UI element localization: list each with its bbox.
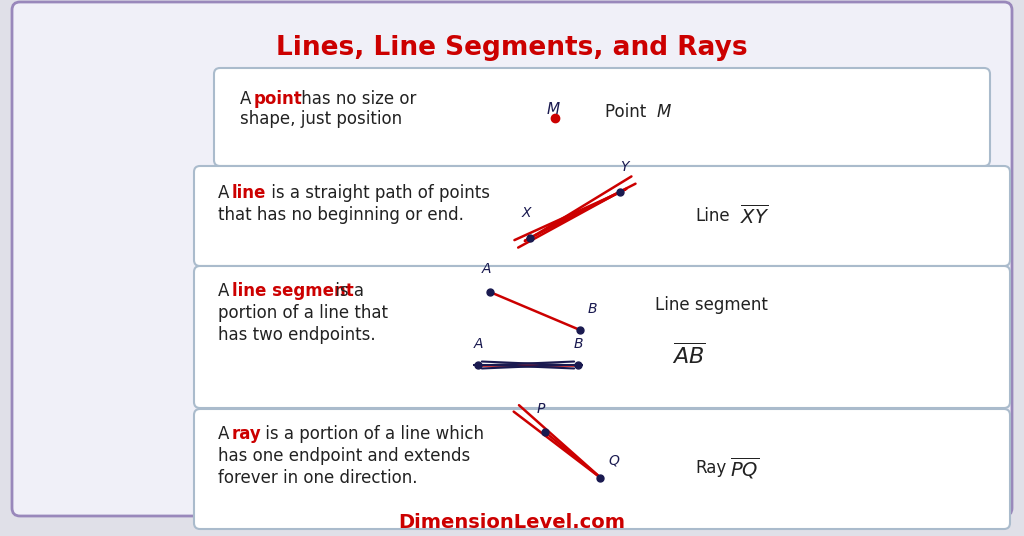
Text: $\overline{XY}$: $\overline{XY}$	[740, 204, 769, 228]
Text: line: line	[232, 184, 266, 202]
Text: Q: Q	[608, 454, 618, 468]
Text: A: A	[218, 282, 234, 300]
Text: is a straight path of points: is a straight path of points	[266, 184, 490, 202]
Text: M: M	[547, 102, 560, 117]
Text: B: B	[573, 337, 583, 351]
FancyBboxPatch shape	[194, 409, 1010, 529]
Text: has one endpoint and extends: has one endpoint and extends	[218, 447, 470, 465]
Text: forever in one direction.: forever in one direction.	[218, 469, 418, 487]
Text: has two endpoints.: has two endpoints.	[218, 326, 376, 344]
Text: $\overline{AB}$: $\overline{AB}$	[672, 343, 706, 368]
Text: Line: Line	[695, 207, 730, 225]
Text: $\overline{PQ}$: $\overline{PQ}$	[730, 455, 759, 481]
Text: A: A	[240, 90, 257, 108]
Text: is a: is a	[330, 282, 364, 300]
Text: is a portion of a line which: is a portion of a line which	[260, 425, 484, 443]
Text: ray: ray	[232, 425, 262, 443]
Text: DimensionLevel.com: DimensionLevel.com	[398, 513, 626, 532]
Text: A: A	[218, 425, 234, 443]
FancyBboxPatch shape	[12, 2, 1012, 516]
Text: A: A	[218, 184, 234, 202]
Text: M: M	[657, 103, 672, 121]
FancyBboxPatch shape	[194, 266, 1010, 408]
Text: portion of a line that: portion of a line that	[218, 304, 388, 322]
Text: P: P	[537, 402, 545, 416]
Text: shape, just position: shape, just position	[240, 110, 402, 128]
Text: Lines, Line Segments, and Rays: Lines, Line Segments, and Rays	[276, 35, 748, 61]
Text: A: A	[473, 337, 482, 351]
Text: A: A	[481, 262, 490, 276]
Text: X: X	[521, 206, 530, 220]
FancyBboxPatch shape	[214, 68, 990, 166]
Text: that has no beginning or end.: that has no beginning or end.	[218, 206, 464, 224]
Text: Ray: Ray	[695, 459, 726, 477]
Text: Point: Point	[605, 103, 651, 121]
Text: point: point	[254, 90, 303, 108]
Text: line segment: line segment	[232, 282, 353, 300]
Text: Y: Y	[620, 160, 629, 174]
Text: has no size or: has no size or	[296, 90, 417, 108]
Text: B: B	[588, 302, 597, 316]
FancyBboxPatch shape	[194, 166, 1010, 266]
Text: Line segment: Line segment	[655, 296, 768, 314]
